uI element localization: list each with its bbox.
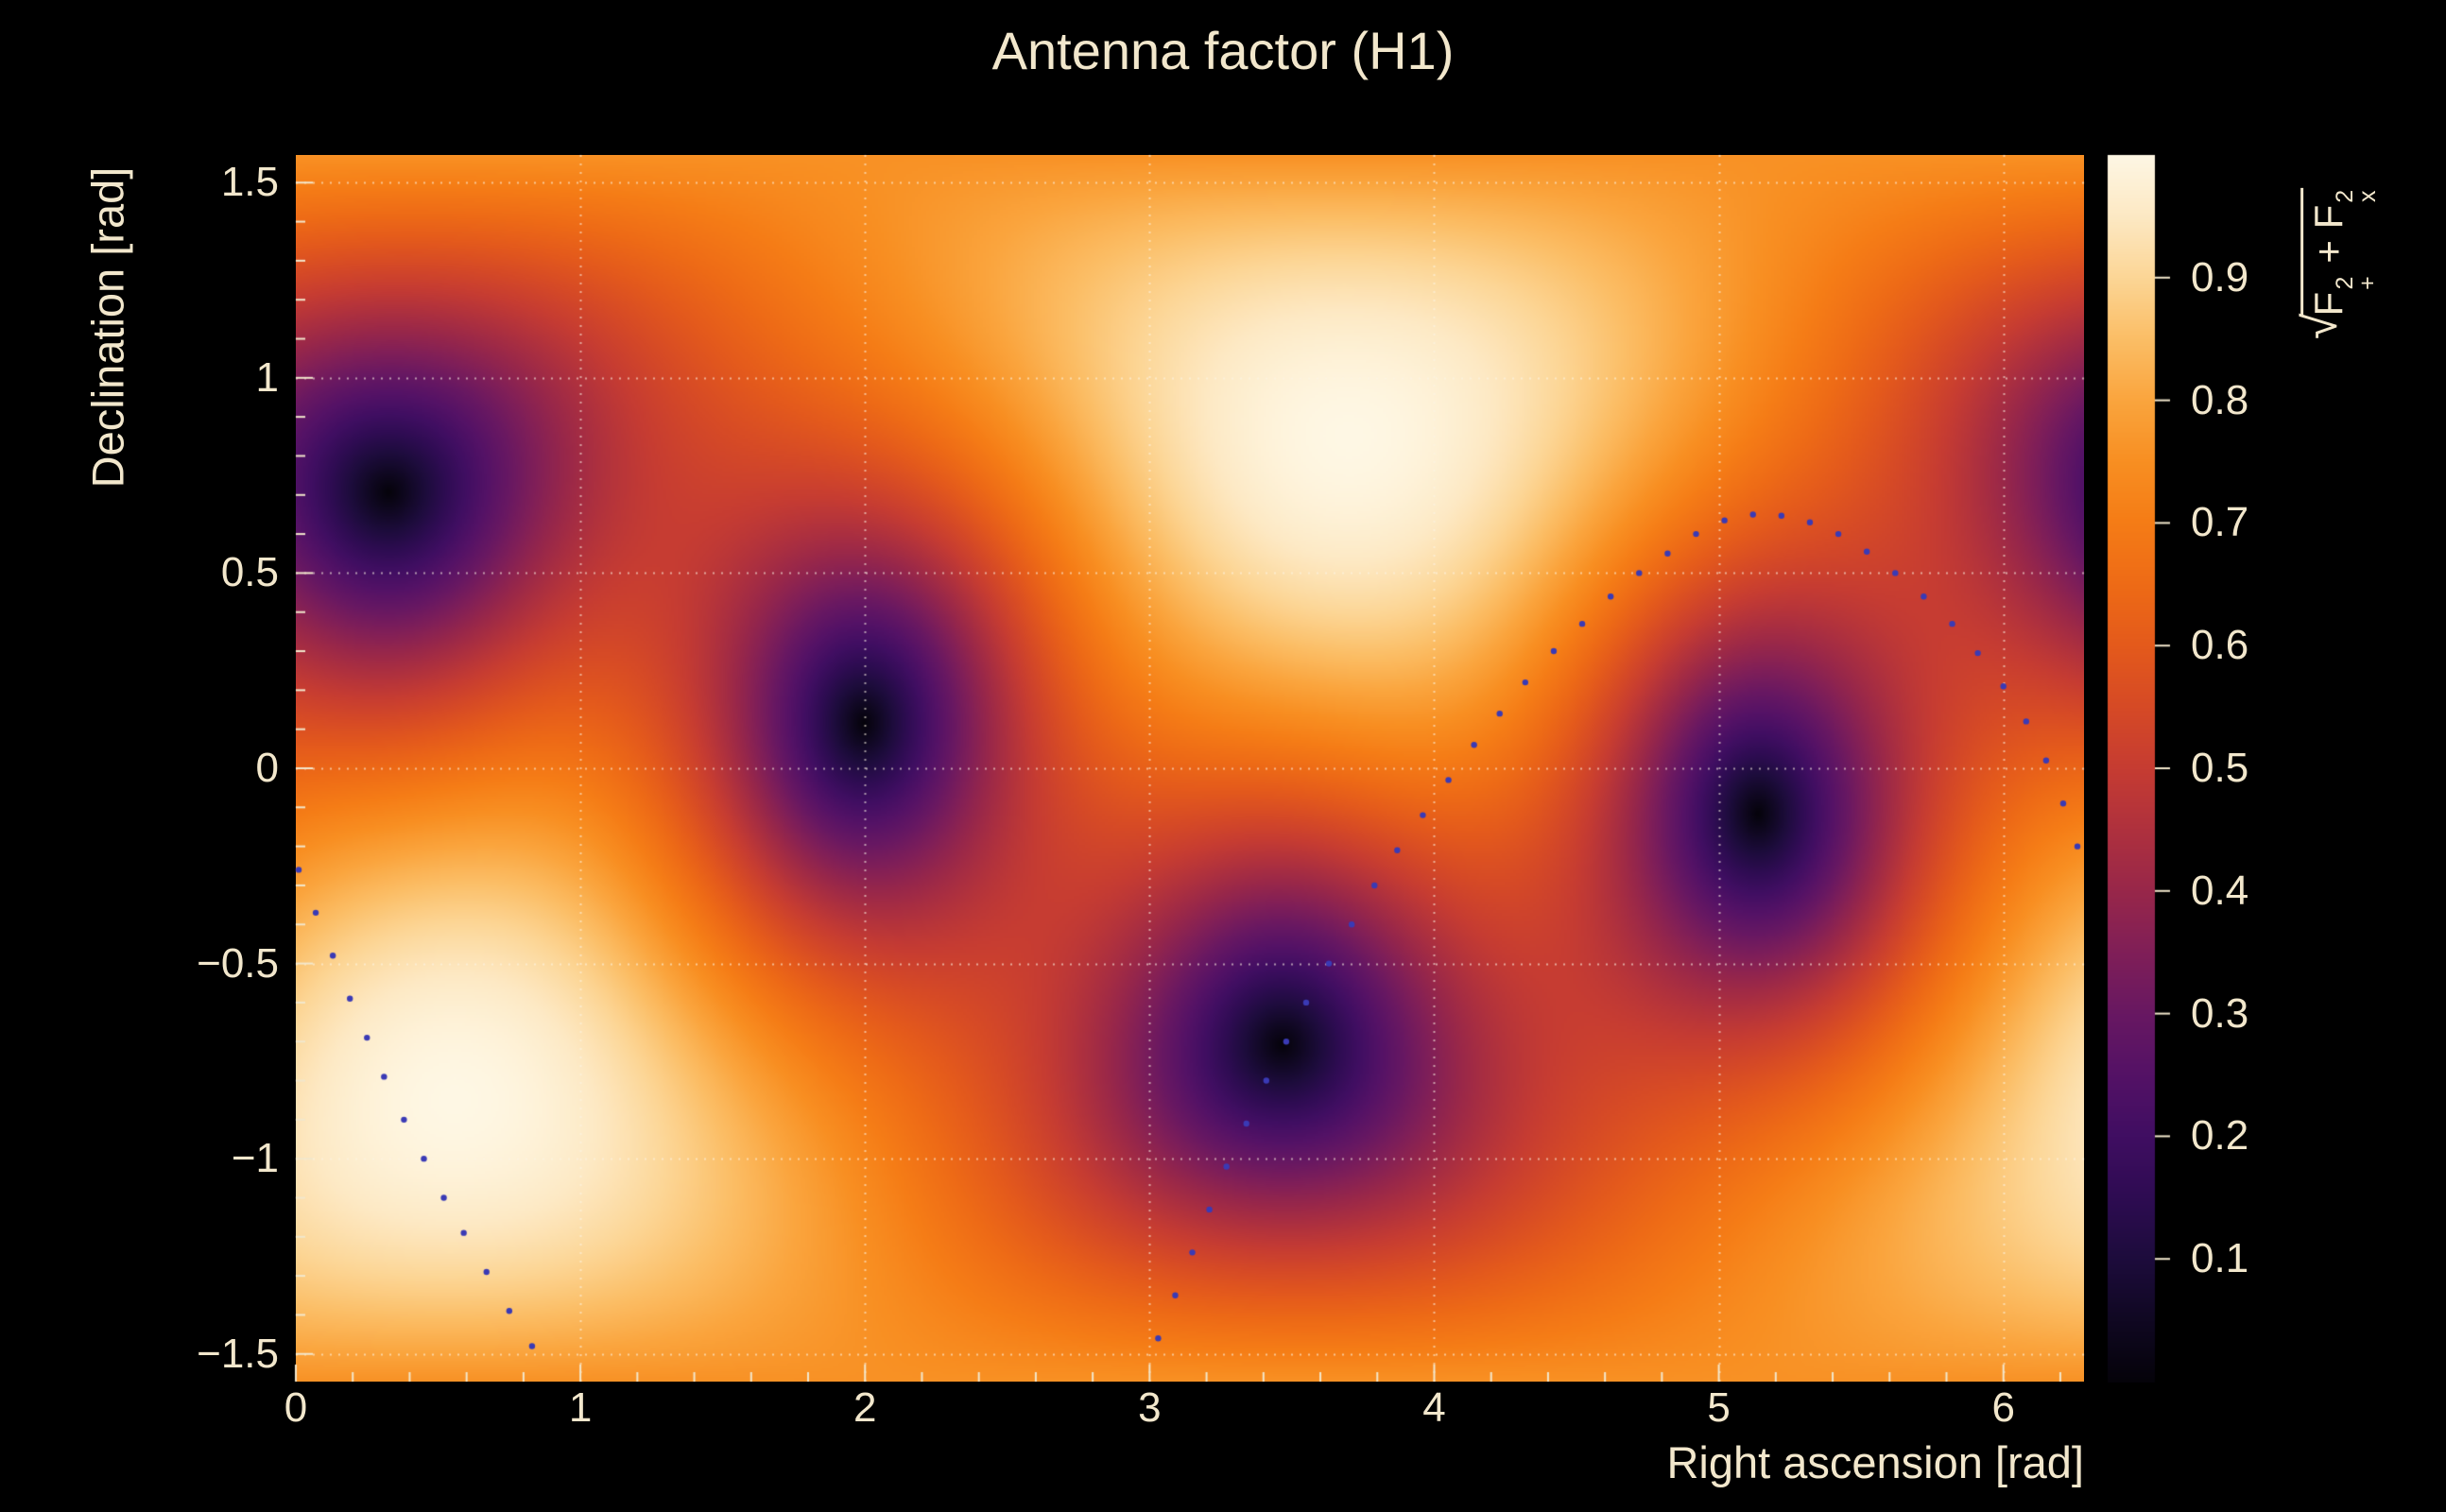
x-tick-label-4: 4: [1422, 1384, 1446, 1431]
y-tick-label-0.5: 0.5: [220, 549, 279, 596]
y-tick-label-1.5: 1.5: [220, 159, 279, 206]
x-tick-label-5: 5: [1707, 1384, 1731, 1431]
y-tick-label-−0.5: −0.5: [197, 939, 279, 987]
x-tick-label-2: 2: [853, 1384, 877, 1431]
y-tick-label-−1: −1: [231, 1135, 279, 1182]
x-axis-title: Right ascension [rad]: [1666, 1437, 2084, 1487]
colorbar-tick-label-0.8: 0.8: [2191, 376, 2249, 423]
colorbar-tick-label-0.4: 0.4: [2191, 867, 2249, 914]
x-tick-label-6: 6: [1991, 1384, 2015, 1431]
colorbar-tick-label-0.2: 0.2: [2191, 1112, 2249, 1160]
y-tick-label-−1.5: −1.5: [197, 1330, 279, 1377]
y-tick-label-0: 0: [255, 745, 279, 791]
colorbar-tick-label-0.1: 0.1: [2191, 1235, 2249, 1282]
y-tick-label-1: 1: [255, 353, 279, 401]
colorbar-tick-label-0.9: 0.9: [2191, 253, 2249, 301]
colorbar-tick-label-0.7: 0.7: [2191, 499, 2249, 546]
x-tick-label-1: 1: [568, 1384, 593, 1431]
colorbar-tick-label-0.6: 0.6: [2191, 622, 2249, 669]
chart-title: Antenna factor (H1): [991, 21, 1455, 80]
colorbar-tick-label-0.3: 0.3: [2191, 989, 2249, 1037]
colorbar-tick-label-0.5: 0.5: [2191, 745, 2249, 791]
x-tick-label-3: 3: [1138, 1384, 1162, 1431]
x-tick-label-0: 0: [284, 1384, 308, 1431]
